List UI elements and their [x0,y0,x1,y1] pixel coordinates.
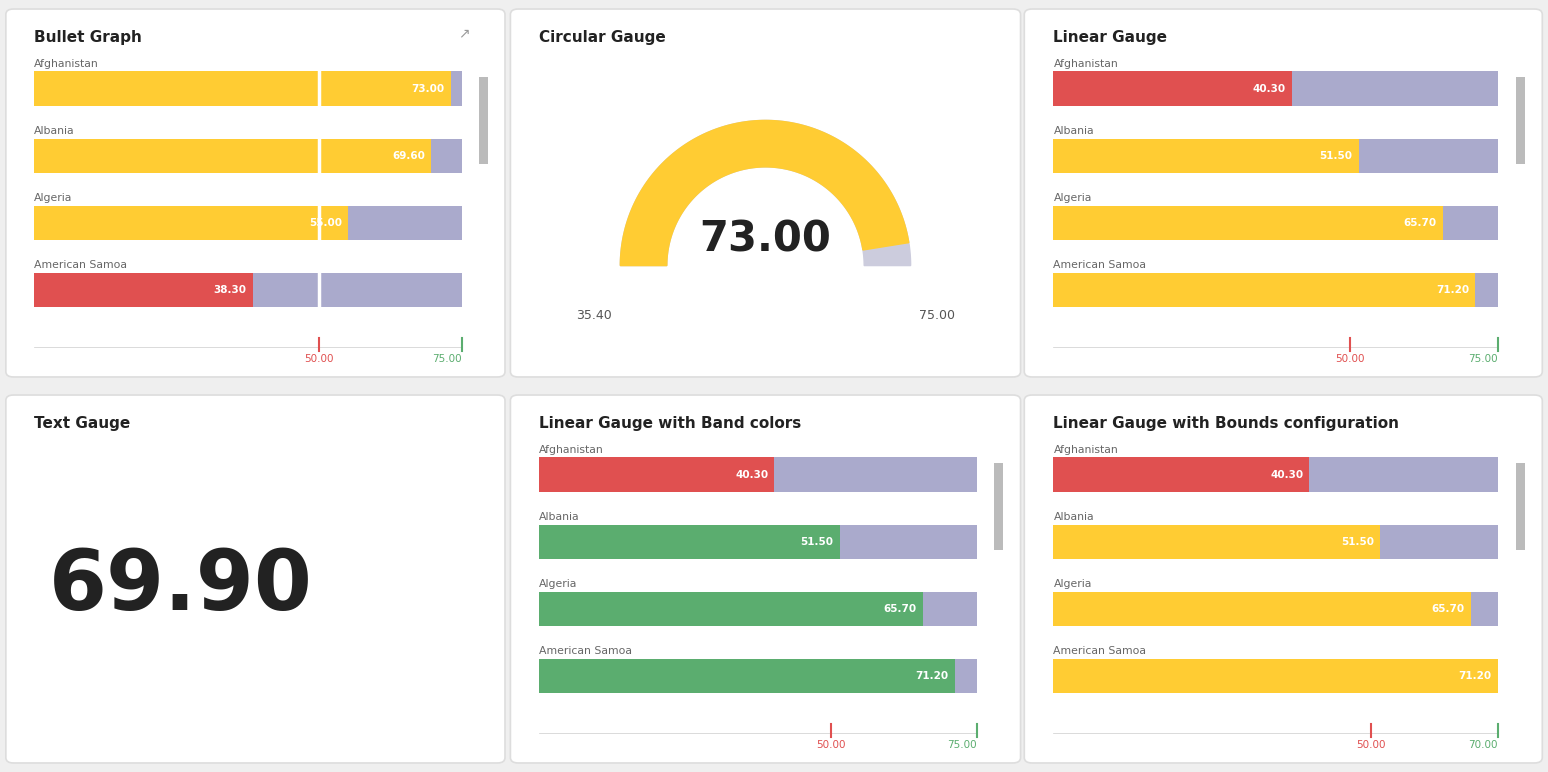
Bar [1053,458,1310,492]
Text: 73.00: 73.00 [412,83,444,93]
Text: Algeria: Algeria [1053,193,1091,203]
Bar [34,139,432,173]
Bar [34,72,463,106]
Text: Algeria: Algeria [1053,579,1091,589]
Bar [1515,463,1525,550]
FancyBboxPatch shape [1025,395,1542,763]
Text: Albania: Albania [539,512,579,522]
Text: 35.40: 35.40 [576,309,611,322]
Text: American Samoa: American Samoa [1053,646,1147,656]
Bar [480,77,488,164]
Text: Algeria: Algeria [34,193,73,203]
Text: 55.00: 55.00 [310,218,342,228]
Text: 40.30: 40.30 [1252,83,1286,93]
Text: 50.00: 50.00 [305,354,334,364]
Text: 40.30: 40.30 [735,469,768,479]
Bar [1053,72,1293,106]
Bar [539,525,839,559]
Text: American Samoa: American Samoa [1053,260,1147,270]
Bar [1053,273,1498,307]
Polygon shape [621,120,910,266]
Text: 71.20: 71.20 [915,671,949,681]
Bar [34,273,463,307]
Text: Linear Gauge with Band colors: Linear Gauge with Band colors [539,415,802,431]
Polygon shape [621,120,909,266]
Bar [1053,139,1498,173]
Text: 69.60: 69.60 [393,151,426,161]
FancyBboxPatch shape [1025,9,1542,377]
Bar [539,659,977,693]
Text: 50.00: 50.00 [1334,354,1364,364]
Text: 38.30: 38.30 [214,285,246,295]
Text: Algeria: Algeria [539,579,577,589]
Text: Bullet Graph: Bullet Graph [34,29,142,45]
Text: Afghanistan: Afghanistan [34,59,99,69]
Text: 75.00: 75.00 [920,309,955,322]
Text: Text Gauge: Text Gauge [34,415,130,431]
Text: Linear Gauge: Linear Gauge [1053,29,1167,45]
Text: American Samoa: American Samoa [539,646,632,656]
Text: American Samoa: American Samoa [34,260,127,270]
Text: 71.20: 71.20 [1437,285,1469,295]
Bar [539,591,923,626]
Bar [1053,205,1443,240]
FancyBboxPatch shape [511,9,1020,377]
Bar [1053,458,1498,492]
Text: 50.00: 50.00 [1356,740,1385,750]
Text: 75.00: 75.00 [432,354,463,364]
Text: 65.70: 65.70 [1432,604,1464,614]
Text: Afghanistan: Afghanistan [1053,445,1118,455]
Bar [1515,77,1525,164]
Bar [1053,659,1498,693]
Text: 51.50: 51.50 [1341,537,1375,547]
Text: 65.70: 65.70 [1404,218,1437,228]
Text: Circular Gauge: Circular Gauge [539,29,666,45]
Text: 65.70: 65.70 [884,604,916,614]
Bar [539,659,955,693]
Text: 50.00: 50.00 [816,740,845,750]
Bar [539,591,977,626]
Text: Afghanistan: Afghanistan [539,445,604,455]
Text: Afghanistan: Afghanistan [1053,59,1118,69]
Text: Albania: Albania [1053,126,1094,136]
Text: 51.50: 51.50 [1319,151,1353,161]
Text: 51.50: 51.50 [800,537,834,547]
Bar [1053,139,1359,173]
Bar [539,458,774,492]
Bar [1053,659,1498,693]
Text: 40.30: 40.30 [1269,469,1303,479]
Bar [539,525,977,559]
Text: ↗: ↗ [458,26,469,40]
Bar [1053,273,1475,307]
Text: 70.00: 70.00 [1469,740,1498,750]
Bar [34,139,463,173]
Bar [34,72,450,106]
Text: Albania: Albania [34,126,74,136]
Bar [1053,205,1498,240]
Text: 69.90: 69.90 [48,546,313,627]
Text: 75.00: 75.00 [1468,354,1498,364]
Text: 75.00: 75.00 [947,740,977,750]
Text: Linear Gauge with Bounds configuration: Linear Gauge with Bounds configuration [1053,415,1399,431]
Text: Albania: Albania [1053,512,1094,522]
Bar [1053,72,1498,106]
Bar [1053,591,1498,626]
Bar [1053,525,1498,559]
Bar [994,463,1003,550]
Bar [1053,591,1471,626]
Text: 73.00: 73.00 [700,218,831,260]
Bar [34,273,252,307]
FancyBboxPatch shape [6,9,505,377]
FancyBboxPatch shape [6,395,505,763]
Bar [1053,525,1381,559]
Bar [34,205,463,240]
Text: 71.20: 71.20 [1458,671,1492,681]
Bar [539,458,977,492]
FancyBboxPatch shape [511,395,1020,763]
Bar [34,205,348,240]
